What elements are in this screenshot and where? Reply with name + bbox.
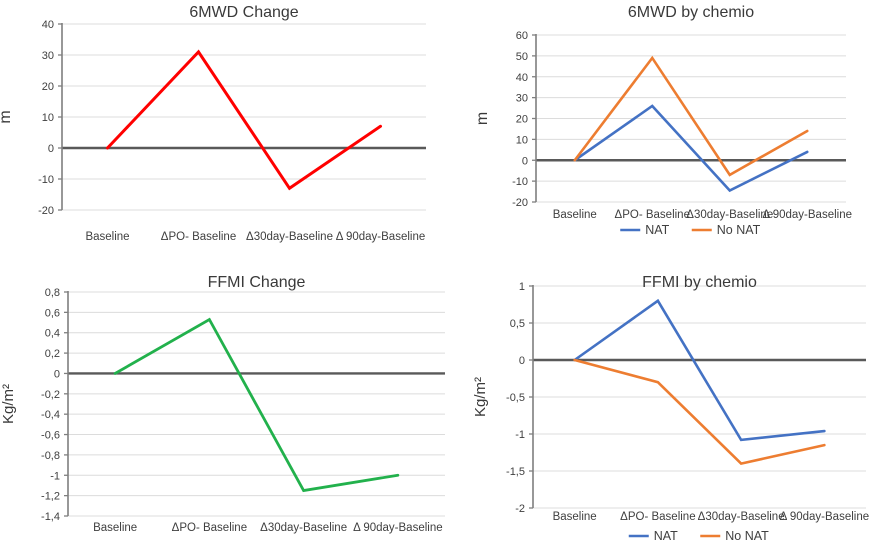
x-category-label: Δ30day-Baseline xyxy=(246,231,333,243)
y-tick-label: -10 xyxy=(512,176,528,188)
series-line-nat xyxy=(573,298,826,442)
y-tick-label: -0,4 xyxy=(41,409,60,421)
chart-6mwd-by-chemio: 60 50 40 30 20 10 0 -10 -20 6MWD by chemio m Baseli… xyxy=(446,0,892,273)
x-category-label: ΔPO- Baseline xyxy=(615,209,690,221)
y-axis-title: m xyxy=(474,112,491,125)
y-tick-label: -0,6 xyxy=(41,430,60,442)
y-tick-label: 40 xyxy=(516,72,528,84)
series-line xyxy=(106,49,382,191)
y-tick-label: 30 xyxy=(42,50,54,62)
y-tick-label: -0,2 xyxy=(41,389,60,401)
x-category-label: Δ30day-Baseline xyxy=(686,209,773,221)
y-tick-label: 10 xyxy=(42,112,54,124)
legend-label: No NAT xyxy=(725,529,769,543)
y-tick-label: -1 xyxy=(50,470,60,482)
legend-label: NAT xyxy=(654,529,678,543)
chart-title: FFMI by chemio xyxy=(642,274,757,291)
x-category-label: Baseline xyxy=(93,522,137,534)
y-tick-label: -0,5 xyxy=(506,392,525,404)
y-tick-label: -2 xyxy=(515,503,525,515)
chart-title: 6MWD Change xyxy=(189,4,298,21)
ffmi-change-plot: 0,8 0,6 0,4 0,2 0 -0,2 -0,4 -0,6 -0,8 -1 -1,2 -1,4 F… xyxy=(0,274,445,534)
y-tick-label: 0,8 xyxy=(45,287,60,299)
x-category-label: ΔPO- Baseline xyxy=(161,231,236,243)
y-tick-label: -1,4 xyxy=(41,511,60,523)
y-tick-label: 0,5 xyxy=(510,318,525,330)
y-tick-label: 20 xyxy=(42,81,54,93)
series-line xyxy=(113,317,400,493)
x-category-label: Baseline xyxy=(553,511,597,523)
chart-ffmi-by-chemio: 1 0,5 0 -0,5 -1 -1,5 -2 FFMI by chemio Kg/m² Base… xyxy=(446,273,892,546)
y-tick-label: -0,8 xyxy=(41,450,60,462)
y-axis-title: Kg/m² xyxy=(472,377,489,417)
x-category-label: Baseline xyxy=(553,209,597,221)
y-axis-title: Kg/m² xyxy=(0,384,17,424)
x-category-label: Δ30day-Baseline xyxy=(698,511,785,523)
x-category-label: Δ 90day-Baseline xyxy=(353,522,443,534)
y-tick-label: 40 xyxy=(42,19,54,31)
y-tick-label: 50 xyxy=(516,51,528,63)
legend-label: NAT xyxy=(645,223,669,237)
6mwd-change-plot: 40 30 20 10 0 -10 -20 6MWD Change m Baseline ΔPO- … xyxy=(0,4,426,243)
x-category-label: ΔPO- Baseline xyxy=(172,522,247,534)
y-tick-label: 0,4 xyxy=(45,328,60,340)
y-tick-label: 20 xyxy=(516,114,528,126)
y-axis-title: m xyxy=(0,110,14,123)
y-tick-label: -1 xyxy=(515,429,525,441)
x-category-label: Baseline xyxy=(85,231,129,243)
y-tick-label: -1,5 xyxy=(506,466,525,478)
x-category-label: Δ 90day-Baseline xyxy=(336,231,426,243)
y-tick-label: 0 xyxy=(519,355,525,367)
x-category-label: ΔPO- Baseline xyxy=(620,511,695,523)
y-tick-label: 30 xyxy=(516,93,528,105)
y-tick-label: 0 xyxy=(48,143,54,155)
x-category-label: Δ 90day-Baseline xyxy=(762,209,852,221)
series-line-no-nat xyxy=(573,55,809,177)
y-tick-label: -10 xyxy=(38,174,54,186)
chart-title: FFMI Change xyxy=(208,274,306,291)
y-tick-label: -1,2 xyxy=(41,491,60,503)
y-tick-label: 10 xyxy=(516,134,528,146)
y-tick-label: 0 xyxy=(54,368,60,380)
y-tick-label: 0,6 xyxy=(45,307,60,319)
chart-ffmi-change: 0,8 0,6 0,4 0,2 0 -0,2 -0,4 -0,6 -0,8 -1 -1,2 -1,4 F… xyxy=(0,273,446,546)
6mwd-by-chemio-plot: 60 50 40 30 20 10 0 -10 -20 6MWD by chemio m Baseli… xyxy=(474,4,852,237)
y-tick-label: -20 xyxy=(512,197,528,209)
y-tick-label: 1 xyxy=(519,281,525,293)
legend-label: No NAT xyxy=(717,223,761,237)
chart-6mwd-change: 40 30 20 10 0 -10 -20 6MWD Change m Baseline ΔPO- … xyxy=(0,0,446,273)
y-tick-label: 60 xyxy=(516,30,528,42)
x-category-label: Δ 90day-Baseline xyxy=(780,511,870,523)
series-line-nat xyxy=(573,104,809,193)
chart-title: 6MWD by chemio xyxy=(628,4,754,21)
series-line-no-nat xyxy=(573,358,826,466)
y-tick-label: 0 xyxy=(522,155,528,167)
y-tick-label: 0,2 xyxy=(45,348,60,360)
y-tick-label: -20 xyxy=(38,205,54,217)
ffmi-by-chemio-plot: 1 0,5 0 -0,5 -1 -1,5 -2 FFMI by chemio Kg/m² Base… xyxy=(472,274,870,543)
x-category-label: Δ30day-Baseline xyxy=(260,522,347,534)
